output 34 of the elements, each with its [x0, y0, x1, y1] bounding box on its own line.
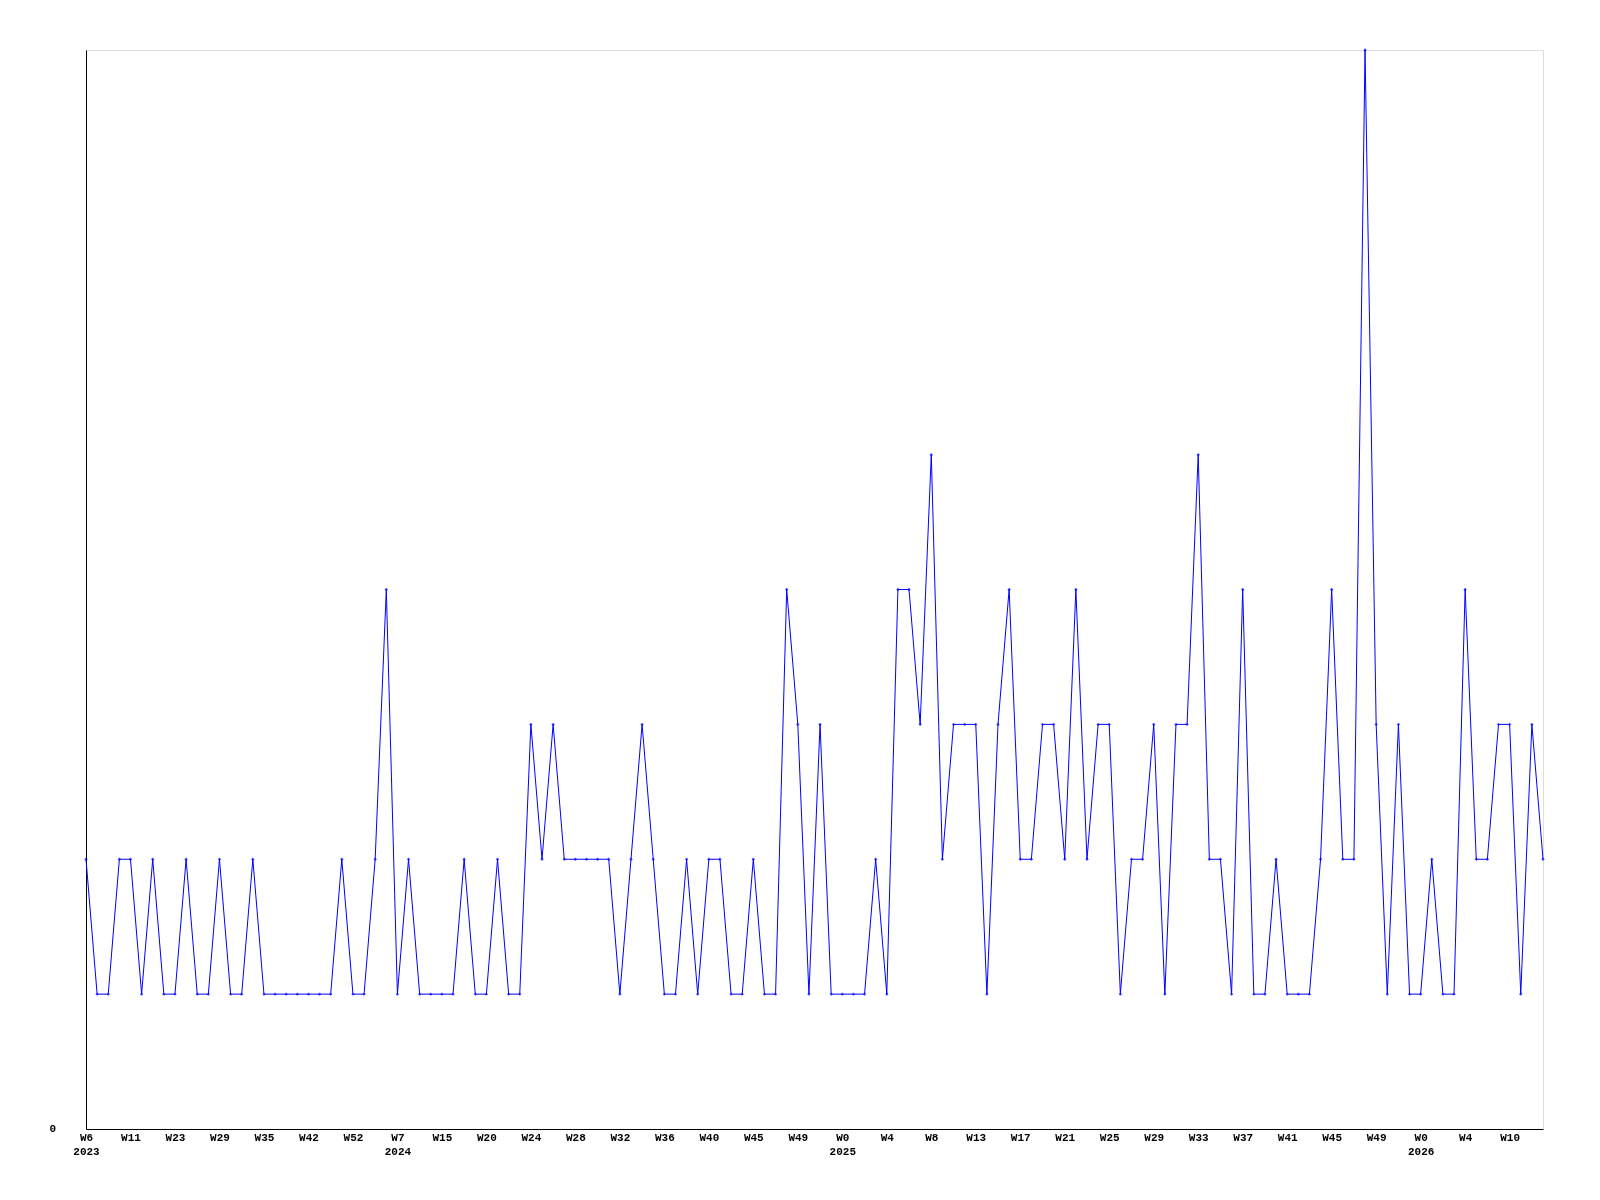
x-tick-label: W15: [432, 1131, 453, 1144]
x-tick-label: W28: [565, 1131, 587, 1144]
x-tick-label: W36: [654, 1131, 675, 1144]
x-tick-label: W49: [1366, 1131, 1387, 1144]
x-tick-label: W4: [1459, 1131, 1473, 1144]
x-tick-label: W25: [1099, 1131, 1121, 1144]
x-tick-label: W37: [1233, 1131, 1254, 1144]
x-tick-label: W35: [254, 1131, 275, 1144]
x-tick-label: W7 2024: [384, 1131, 412, 1158]
x-tick-label: W49: [788, 1131, 809, 1144]
x-tick-label: W29: [210, 1131, 230, 1144]
x-tick-label: W23: [165, 1131, 186, 1144]
text: 0: [49, 1123, 56, 1135]
x-tick-label: W11: [121, 1131, 142, 1144]
x-tick-label: W6 2023: [73, 1131, 101, 1158]
x-tick-label: W21: [1055, 1131, 1076, 1144]
x-tick-label: W40: [699, 1131, 720, 1144]
x-tick-label: W13: [966, 1131, 987, 1144]
x-tick-label: W33: [1188, 1131, 1210, 1144]
x-tick-label: W4: [880, 1131, 895, 1144]
x-tick-label: W52: [343, 1131, 364, 1144]
x-tick-label: W42: [299, 1131, 319, 1144]
x-tick-label: W41: [1277, 1131, 1298, 1144]
x-tick-label: W45: [1322, 1131, 1343, 1144]
x-tick-label: W8: [925, 1131, 939, 1144]
x-tick-label: W24: [521, 1131, 542, 1144]
x-tick-label: W32: [610, 1131, 631, 1144]
x-tick-label: W20: [476, 1131, 497, 1144]
x-tick-label: W45: [743, 1131, 765, 1144]
x-tick-label: W0 2026: [1407, 1131, 1435, 1158]
x-tick-label: W10: [1500, 1131, 1521, 1144]
x-tick-label: W17: [1010, 1131, 1031, 1144]
x-tick-label: W0 2025: [829, 1131, 857, 1158]
x-tick-label: W29: [1144, 1131, 1165, 1144]
